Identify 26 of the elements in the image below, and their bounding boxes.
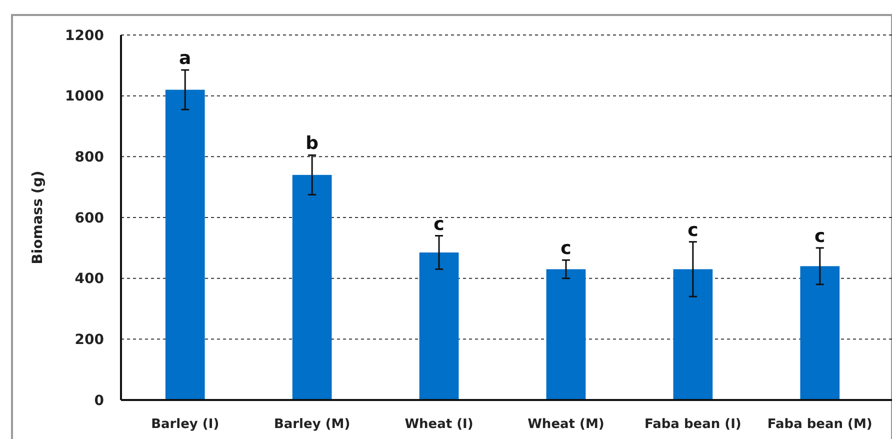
annotation: c <box>434 214 444 235</box>
x-tick-label: Barley (M) <box>274 417 350 432</box>
y-tick-label: 1200 <box>65 28 104 44</box>
bar <box>292 174 332 400</box>
bar <box>546 269 586 400</box>
x-tick-label: Faba bean (I) <box>644 417 742 432</box>
bar <box>419 252 459 400</box>
x-tick-label: Barley (I) <box>151 417 220 432</box>
y-tick-label: 400 <box>74 271 104 288</box>
bar <box>673 269 713 400</box>
annotation: c <box>688 220 698 241</box>
y-axis-title: Biomass (g) <box>30 170 46 264</box>
x-tick-label: Wheat (M) <box>528 417 604 432</box>
x-tick-label: Wheat (I) <box>404 417 474 432</box>
bar <box>800 266 840 400</box>
y-tick-label: 0 <box>94 392 104 409</box>
y-tick-label: 600 <box>74 210 104 226</box>
annotation: c <box>560 238 572 260</box>
y-tick-label: 1000 <box>65 88 104 105</box>
annotation: a <box>179 48 192 69</box>
annotation: b <box>306 133 319 154</box>
bar <box>165 90 205 400</box>
y-tick-label: 800 <box>74 150 104 166</box>
annotation: c <box>814 226 826 247</box>
x-tick-label: Faba bean (M) <box>767 417 872 432</box>
y-tick-label: 200 <box>74 332 104 348</box>
